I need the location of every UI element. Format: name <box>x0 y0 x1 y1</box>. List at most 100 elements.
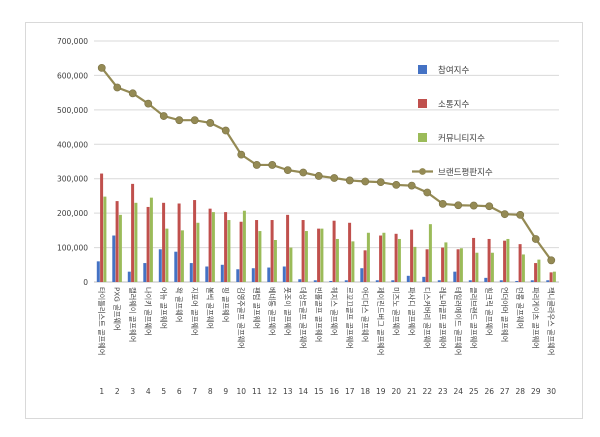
line-point-12 <box>268 161 277 169</box>
bar-3-30 <box>552 271 556 282</box>
bar-1-14 <box>298 279 302 282</box>
line-brand-reputation <box>100 67 553 261</box>
bar-1-12 <box>267 267 271 282</box>
bar-3-7 <box>196 222 200 282</box>
category-label-23: 레노마골프 골프웨어 <box>438 287 447 349</box>
bar-1-27 <box>499 280 503 282</box>
chart-svg: 0 100,000 200,000 300,000 400,000 500,000 600,… <box>57 37 559 396</box>
rank-label-13: 13 <box>283 387 293 396</box>
line-point-24 <box>454 201 463 210</box>
category-label-13: 풋조이 골프웨어 <box>283 287 292 336</box>
bar-1-19 <box>375 280 379 282</box>
bar-3-27 <box>506 238 510 282</box>
bar-1-8 <box>205 266 209 282</box>
bar-2-8 <box>208 208 212 282</box>
bar-2-5 <box>162 202 166 282</box>
bar-3-6 <box>180 230 184 282</box>
bar-3-20 <box>397 238 401 282</box>
bar-3-10 <box>242 210 246 282</box>
bar-1-16 <box>329 280 333 282</box>
category-label-17: 르꼬끄골프 골프웨어 <box>345 287 354 349</box>
line-point-21 <box>407 181 416 190</box>
bar-2-13 <box>286 214 290 282</box>
category-label-24: 테일러메이드 골프웨어 <box>453 287 462 355</box>
bar-1-7 <box>189 263 193 282</box>
category-label-12: 베네통 골프웨어 <box>267 287 276 336</box>
bar-2-24 <box>456 249 460 282</box>
bar-2-17 <box>348 222 352 282</box>
bar-3-12 <box>273 239 277 282</box>
rank-label-7: 7 <box>192 387 197 396</box>
bar-2-19 <box>379 235 383 282</box>
line-point-19 <box>376 178 385 187</box>
legend-swatch-3 <box>418 133 427 142</box>
bar-1-22 <box>422 276 426 282</box>
category-label-11: 팬텀 골프웨어 <box>252 287 261 329</box>
category-label-18: 아디다스 골프웨어 <box>360 287 369 342</box>
bar-1-3 <box>127 271 131 282</box>
category-label-10: 김영주골프 골프웨어 <box>236 287 245 349</box>
line-point-5 <box>159 112 168 120</box>
bar-3-14 <box>304 231 308 282</box>
bar-2-12 <box>270 220 274 282</box>
line-point-20 <box>392 181 401 189</box>
category-label-7: 지포어 골프웨어 <box>190 287 199 336</box>
category-label-14: 데상트골프 골프웨어 <box>298 287 307 349</box>
line-point-4 <box>144 99 153 108</box>
rank-label-19: 19 <box>376 387 386 396</box>
rank-label-21: 21 <box>407 387 417 396</box>
bar-3-13 <box>289 247 293 282</box>
bar-2-6 <box>177 203 181 282</box>
bar-3-1 <box>103 196 107 282</box>
rank-label-25: 25 <box>469 387 479 396</box>
category-label-22: 디스커버리 골프웨어 <box>422 287 431 349</box>
bar-1-28 <box>515 280 519 282</box>
line-point-16 <box>330 174 339 182</box>
bar-1-11 <box>251 268 255 282</box>
category-label-25: 클리브랜드 골프웨어 <box>469 287 478 349</box>
rank-label-14: 14 <box>298 387 308 396</box>
category-label-21: 파사디 골프웨어 <box>407 287 416 336</box>
y-tick-label: 100,000 <box>57 244 88 253</box>
y-tick-label: 600,000 <box>57 71 88 80</box>
rank-label-10: 10 <box>236 387 246 396</box>
bar-3-29 <box>537 259 541 282</box>
bar-1-15 <box>313 280 317 282</box>
bar-1-4 <box>143 263 147 282</box>
bar-2-26 <box>487 238 491 282</box>
bar-1-1 <box>96 261 100 282</box>
category-label-27: 언더아머 골프웨어 <box>500 287 509 342</box>
category-label-2: PXG 골프웨어 <box>112 287 121 331</box>
bar-2-11 <box>255 220 259 282</box>
bar-1-21 <box>406 275 410 282</box>
bar-1-18 <box>360 268 364 282</box>
y-tick-label: 300,000 <box>57 175 88 184</box>
bar-1-30 <box>546 280 550 282</box>
category-label-9: 핑 골프웨어 <box>221 287 230 322</box>
rank-label-17: 17 <box>345 387 355 396</box>
line-point-17 <box>345 176 354 185</box>
rank-label-3: 3 <box>130 387 135 396</box>
bar-2-7 <box>193 200 197 282</box>
bar-2-29 <box>534 263 538 282</box>
category-label-29: 파리게이츠 골프웨어 <box>531 287 540 349</box>
bar-3-25 <box>475 252 479 282</box>
bar-2-2 <box>115 201 119 282</box>
bar-3-26 <box>490 252 494 282</box>
legend-label-3: 커뮤니티지수 <box>438 133 485 144</box>
category-label-30: 잭니클라우스 골프웨어 <box>546 287 555 355</box>
rank-label-15: 15 <box>314 387 324 396</box>
rank-label-23: 23 <box>438 387 448 396</box>
line-point-13 <box>283 166 292 175</box>
bar-2-3 <box>131 183 135 282</box>
bar-1-9 <box>220 264 224 282</box>
legend-marker <box>419 168 426 175</box>
bar-3-17 <box>351 241 355 282</box>
category-label-28: 던롭 골프웨어 <box>515 287 524 329</box>
category-label-19: 제이린드버그 골프웨어 <box>376 287 385 355</box>
y-tick-label: 400,000 <box>57 140 88 149</box>
rank-label-2: 2 <box>115 387 120 396</box>
bar-2-21 <box>410 229 414 282</box>
category-label-1: 타이틀리스트 골프웨어 <box>97 287 106 355</box>
bar-1-23 <box>437 280 441 282</box>
